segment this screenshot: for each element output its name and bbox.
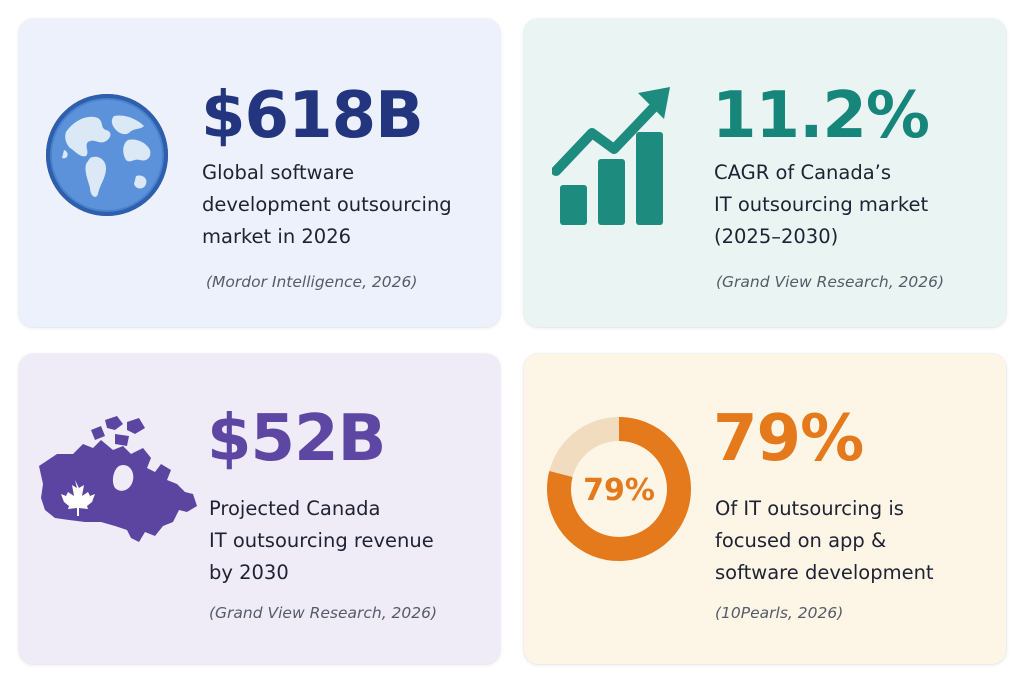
globe-icon: [44, 92, 170, 218]
stat-source: (Grand View Research, 2026): [716, 273, 945, 291]
stat-card-canada-revenue: $52B Projected Canada IT outsourcing rev…: [19, 354, 500, 664]
stat-source: (Grand View Research, 2026): [209, 604, 438, 622]
canada-map-icon: [35, 414, 201, 564]
stat-value: $618B: [201, 79, 424, 153]
donut-chart-icon: 79%: [544, 414, 694, 564]
stat-description: Global software development outsourcing …: [202, 161, 452, 248]
stat-card-global-market: $618B Global software development outsou…: [19, 19, 500, 327]
stat-card-cagr: 11.2% CAGR of Canada’s IT outsourcing ma…: [524, 19, 1006, 327]
stat-description: CAGR of Canada’s IT outsourcing market (…: [714, 161, 929, 248]
stat-description: Of IT outsourcing is focused on app & so…: [715, 497, 934, 584]
stat-source: (10Pearls, 2026): [715, 604, 844, 622]
stat-source: (Mordor Intelligence, 2026): [206, 273, 418, 291]
stat-value: $52B: [207, 402, 386, 476]
donut-progress-arc: [547, 417, 691, 561]
donut-label: 79%: [583, 473, 655, 508]
stat-value: 79%: [713, 402, 864, 476]
stat-card-app-software-share: 79% 79% Of IT outsourcing is focused on …: [524, 354, 1006, 664]
growth-chart-icon: [552, 77, 672, 229]
stat-value: 11.2%: [712, 79, 930, 153]
stat-description: Projected Canada IT outsourcing revenue …: [209, 497, 434, 584]
